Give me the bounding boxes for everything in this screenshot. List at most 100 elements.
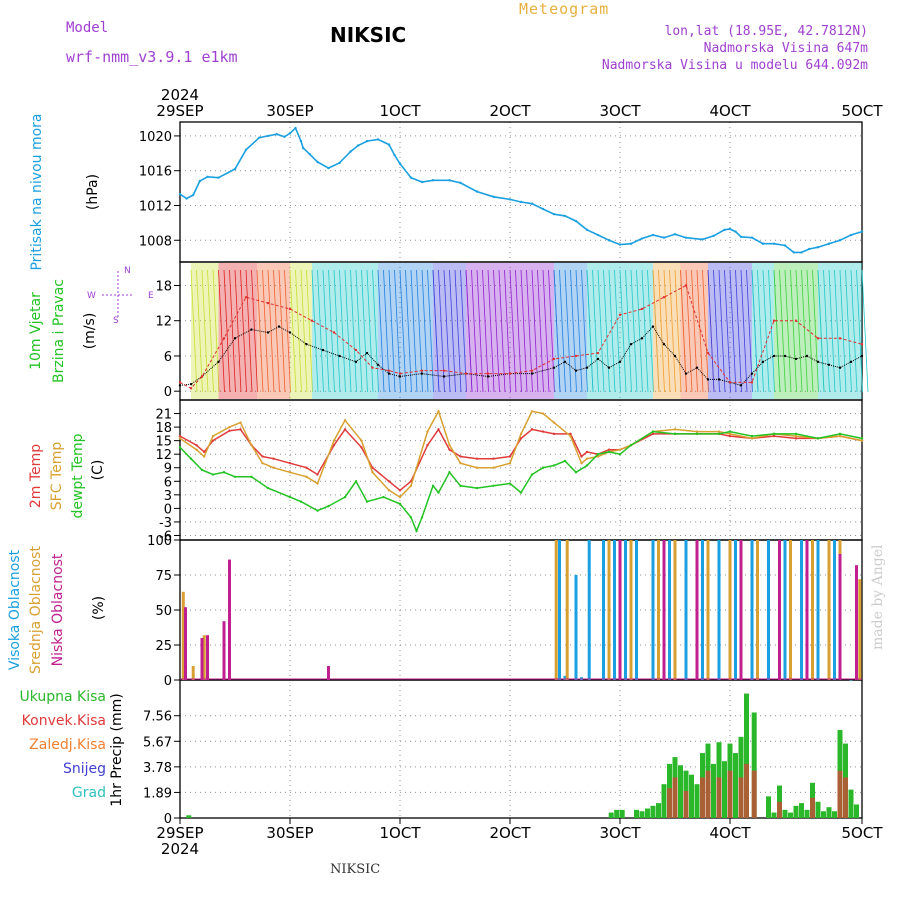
temperature-point [475, 457, 479, 460]
cloud-bar [635, 540, 638, 680]
pressure-point [673, 232, 677, 236]
pressure-point [475, 190, 479, 193]
temperature-point [228, 429, 231, 432]
temperature-point [178, 446, 182, 449]
pressure-point [783, 244, 787, 247]
cloud-bar [811, 540, 814, 680]
temperature-point [492, 457, 495, 460]
cloud-bar [206, 635, 209, 680]
wind-barb [273, 269, 280, 393]
temperature-point [596, 452, 600, 456]
temperature-point [203, 455, 206, 458]
cloud-bar [327, 666, 330, 680]
wind-barb [746, 269, 753, 393]
temperature-point [629, 443, 633, 447]
temperature-point [585, 457, 589, 460]
panel-frame [179, 679, 863, 819]
wind-barb [817, 269, 825, 393]
temperature-point [266, 486, 270, 490]
wind-gust-point [508, 372, 512, 375]
wind-barb [509, 269, 517, 393]
wind-barb [476, 269, 484, 393]
pressure-point [618, 243, 622, 246]
legend-item-precip: Ukupna Kisa [19, 689, 106, 705]
y-tick-label: 0 [164, 812, 172, 827]
wind-gust-point [244, 296, 248, 299]
wind-speed-point [442, 375, 446, 378]
wind-barb-band [290, 263, 312, 399]
wind-speed-point [338, 354, 341, 358]
x-year-bottom: 2024 [161, 840, 199, 858]
compass-s: S [113, 316, 119, 326]
precip-bar [678, 765, 683, 818]
temperature-point [838, 434, 842, 438]
pressure-point [800, 251, 803, 254]
temperature-point [239, 428, 242, 431]
wind-speed-point [233, 337, 237, 340]
precip-bar [186, 815, 192, 818]
wind-barb [768, 269, 775, 393]
pressure-point [275, 132, 278, 136]
temperature-point [541, 466, 545, 469]
wind-speed-point [552, 366, 556, 369]
temperature-point [195, 448, 198, 451]
pressure-point [772, 242, 776, 245]
temperature-point [475, 486, 479, 490]
legend-item-precip: Konvek.Kisa [22, 713, 106, 729]
temperature-point [398, 495, 402, 499]
precip-bar [722, 761, 727, 818]
precip-bar [711, 763, 716, 818]
wind-barb [641, 269, 649, 393]
y-tick-label: 1020 [139, 130, 172, 145]
wind-speed-point [860, 354, 864, 358]
wind-speed-point [250, 328, 253, 331]
temperature-point [178, 437, 182, 440]
wind-barb [245, 269, 253, 393]
temperature-point [459, 455, 462, 458]
temperature-point [387, 489, 391, 492]
precip-bar [716, 777, 722, 818]
pressure-point [357, 144, 360, 147]
temperature-point [728, 434, 732, 438]
x-tick-label-top: 3OCT [600, 102, 642, 120]
precip-bar [744, 693, 749, 818]
coords-label: lon,lat (18.95E, 42.7812N) [664, 24, 869, 39]
pressure-point [849, 233, 853, 237]
wind-speed-point [849, 360, 853, 364]
pressure-point [288, 132, 292, 135]
temperature-point [519, 437, 523, 440]
pressure-point [448, 179, 451, 182]
wind-gust-point [816, 337, 820, 340]
wind-barb [223, 269, 231, 393]
temperature-point [448, 448, 451, 451]
wind-barb [856, 269, 863, 393]
wind-barb [812, 269, 819, 393]
wind-speed-point [486, 375, 490, 378]
wind-barb [311, 269, 319, 393]
y-tick-label: 75 [155, 569, 172, 584]
wind-gust-point [288, 307, 292, 311]
wind-speed-point [321, 348, 325, 352]
wind-barb [636, 269, 643, 393]
wind-gust-point [387, 369, 391, 372]
panel-cloud: 100 75 50 25 0 [147, 534, 863, 689]
cloud-bar [805, 540, 809, 680]
wind-barb [229, 269, 236, 393]
y-tick-label: 3.78 [143, 761, 172, 776]
ylabel-wind-unit: (m/s) [82, 313, 98, 350]
pressure-point [761, 242, 765, 245]
y-tick-label: 1016 [139, 165, 172, 180]
precip-bar [804, 809, 810, 818]
wind-barb [839, 269, 847, 393]
cloud-bar [838, 554, 842, 680]
temperature-point [750, 437, 754, 440]
temperature-point [360, 446, 363, 449]
wind-barb [762, 269, 770, 393]
wind-barb [240, 269, 247, 393]
x-year-top: 2024 [161, 86, 199, 104]
wind-barb [218, 269, 225, 393]
temperature-point [305, 466, 308, 469]
temperature-point [728, 430, 732, 433]
pressure-point [294, 126, 297, 130]
temperature-point [492, 484, 495, 488]
